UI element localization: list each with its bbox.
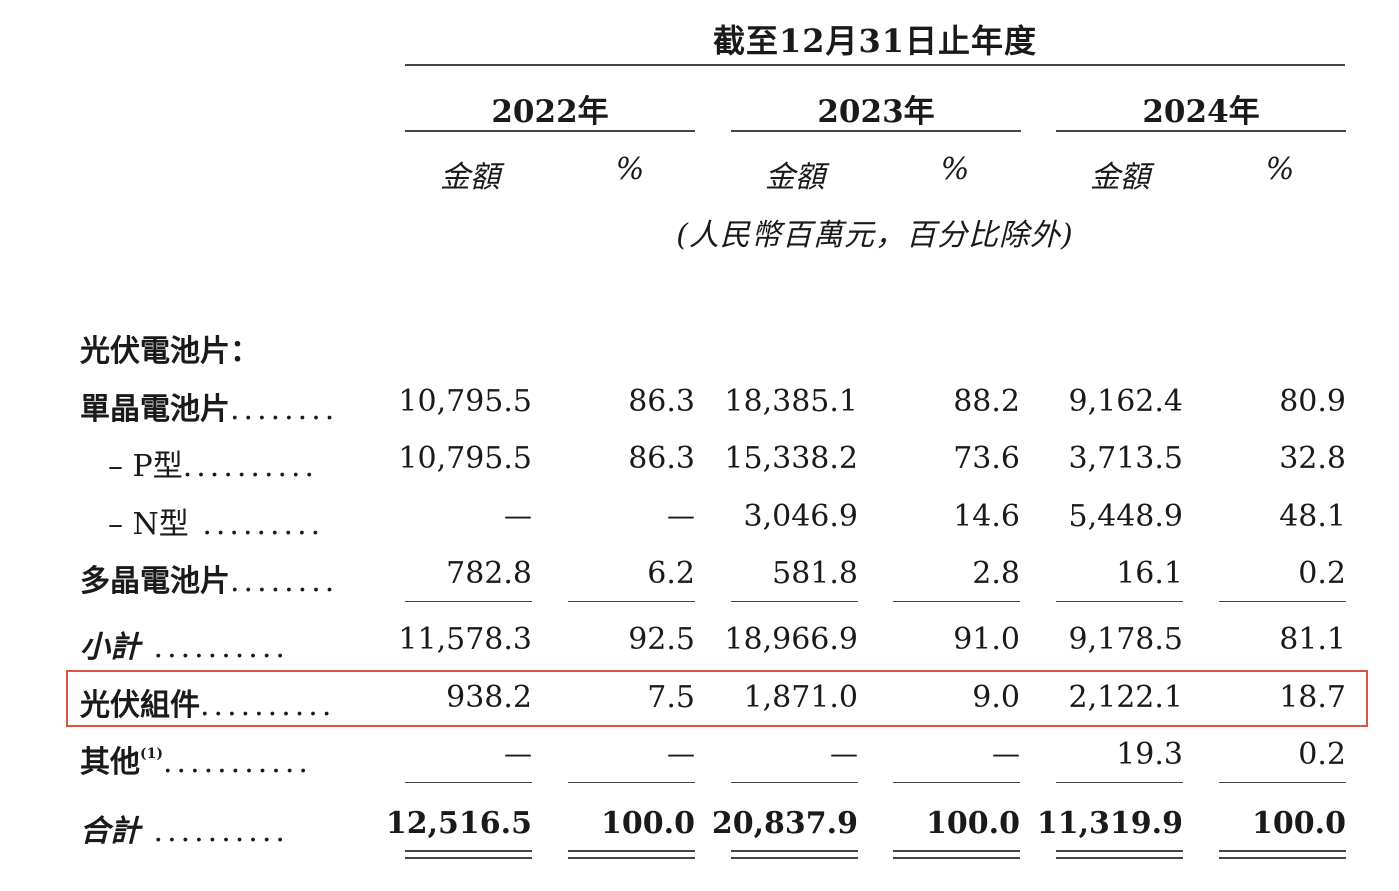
- cell-amount-2024: 19.3: [1116, 737, 1183, 772]
- cell-pct-2023: 88.2: [953, 384, 1020, 419]
- year-2024-header: 2024年: [1142, 94, 1260, 130]
- highlight-box: [66, 670, 1368, 727]
- cell-pct-2024: 100.0: [1252, 806, 1346, 841]
- year-2023-rule: [731, 130, 1021, 132]
- cell-pct-2022: 100.0: [601, 806, 695, 841]
- subtotal-rule: [568, 601, 695, 602]
- year-2022-header: 2022年: [491, 94, 609, 130]
- cell-amount-2023: 18,966.9: [724, 622, 858, 657]
- cell-amount-2024: 11,319.9: [1036, 806, 1183, 841]
- cell-amount-2024: 9,178.5: [1068, 622, 1183, 657]
- unit-note: (人民幣百萬元，百分比除外): [676, 218, 1074, 253]
- cell-pct-2022: 92.5: [628, 622, 695, 657]
- year-2022-rule: [405, 130, 695, 132]
- row-label-pv-cells: 光伏電池片：: [80, 334, 260, 369]
- row-label-n-type: – N型 .........: [108, 507, 325, 542]
- cell-amount-2022: —: [504, 737, 532, 770]
- cell-amount-2024: 3,713.5: [1068, 441, 1183, 476]
- cell-amount-2024: 5,448.9: [1068, 499, 1183, 534]
- subtotal-rule: [405, 601, 532, 602]
- total-rule: [1056, 782, 1183, 783]
- year-2023-header: 2023年: [817, 94, 935, 130]
- cell-pct-2023: 73.6: [953, 441, 1020, 476]
- cell-pct-2024: 32.8: [1279, 441, 1346, 476]
- cell-amount-2022: 10,795.5: [398, 384, 532, 419]
- cell-amount-2022: 12,516.5: [385, 806, 532, 841]
- cell-pct-2023: 9.0: [972, 680, 1020, 715]
- cell-amount-2023: 3,046.9: [743, 499, 858, 534]
- row-label-multi: 多晶電池片........: [80, 564, 339, 599]
- cell-amount-2023: 18,385.1: [724, 384, 858, 419]
- cell-amount-2023: —: [830, 737, 858, 770]
- cell-amount-2022: 938.2: [446, 680, 532, 715]
- total-double-rule: [1056, 850, 1183, 859]
- total-rule: [731, 782, 858, 783]
- cell-amount-2024: 9,162.4: [1068, 384, 1183, 419]
- total-double-rule: [1219, 850, 1346, 859]
- year-2024-rule: [1056, 130, 1346, 132]
- cell-amount-2023: 581.8: [772, 556, 858, 591]
- header-rule: [405, 64, 1345, 66]
- cell-pct-2022: 7.5: [647, 680, 695, 715]
- cell-amount-2022: 782.8: [446, 556, 532, 591]
- subtotal-rule: [731, 601, 858, 602]
- cell-pct-2022: 86.3: [628, 384, 695, 419]
- row-label-mono: 單晶電池片........: [80, 392, 339, 427]
- col-amount-2022: 金額: [440, 160, 500, 195]
- cell-amount-2023: 1,871.0: [743, 680, 858, 715]
- total-double-rule: [405, 850, 532, 859]
- cell-pct-2022: 86.3: [628, 441, 695, 476]
- cell-pct-2024: 81.1: [1279, 622, 1346, 657]
- cell-pct-2023: 14.6: [953, 499, 1020, 534]
- col-amount-2023: 金額: [765, 160, 825, 195]
- col-percent-2024: %: [1265, 152, 1295, 187]
- cell-pct-2023: —: [992, 737, 1020, 770]
- cell-pct-2024: 18.7: [1279, 680, 1346, 715]
- cell-amount-2022: 10,795.5: [398, 441, 532, 476]
- footnote-marker: (1): [140, 746, 163, 762]
- cell-pct-2024: 48.1: [1279, 499, 1346, 534]
- subtotal-rule: [1219, 601, 1346, 602]
- cell-pct-2024: 0.2: [1298, 737, 1346, 772]
- cell-pct-2022: —: [667, 499, 695, 532]
- cell-pct-2022: —: [667, 737, 695, 770]
- subtotal-rule: [1056, 601, 1183, 602]
- row-label-p-type: – P型..........: [108, 449, 319, 484]
- cell-amount-2023: 20,837.9: [711, 806, 858, 841]
- row-label-total: 合計 ..........: [80, 814, 289, 849]
- total-rule: [1219, 782, 1346, 783]
- col-percent-2023: %: [940, 152, 970, 187]
- total-rule: [568, 782, 695, 783]
- cell-pct-2022: 6.2: [647, 556, 695, 591]
- col-percent-2022: %: [615, 152, 645, 187]
- cell-pct-2023: 2.8: [972, 556, 1020, 591]
- cell-pct-2024: 80.9: [1279, 384, 1346, 419]
- cell-amount-2022: —: [504, 499, 532, 532]
- subtotal-rule: [893, 601, 1020, 602]
- total-rule: [405, 782, 532, 783]
- cell-pct-2023: 100.0: [926, 806, 1020, 841]
- cell-amount-2023: 15,338.2: [724, 441, 858, 476]
- total-double-rule: [731, 850, 858, 859]
- total-double-rule: [568, 850, 695, 859]
- row-label-other: 其他(1)...........: [80, 745, 312, 780]
- cell-amount-2024: 2,122.1: [1068, 680, 1183, 715]
- cell-amount-2022: 11,578.3: [398, 622, 532, 657]
- cell-pct-2024: 0.2: [1298, 556, 1346, 591]
- col-amount-2024: 金額: [1090, 160, 1150, 195]
- row-label-subtotal: 小計 ..........: [80, 630, 289, 665]
- table-title: 截至12月31日止年度: [712, 22, 1038, 60]
- cell-amount-2024: 16.1: [1116, 556, 1183, 591]
- row-label-modules: 光伏組件..........: [80, 688, 336, 723]
- cell-pct-2023: 91.0: [953, 622, 1020, 657]
- total-double-rule: [893, 850, 1020, 859]
- total-rule: [893, 782, 1020, 783]
